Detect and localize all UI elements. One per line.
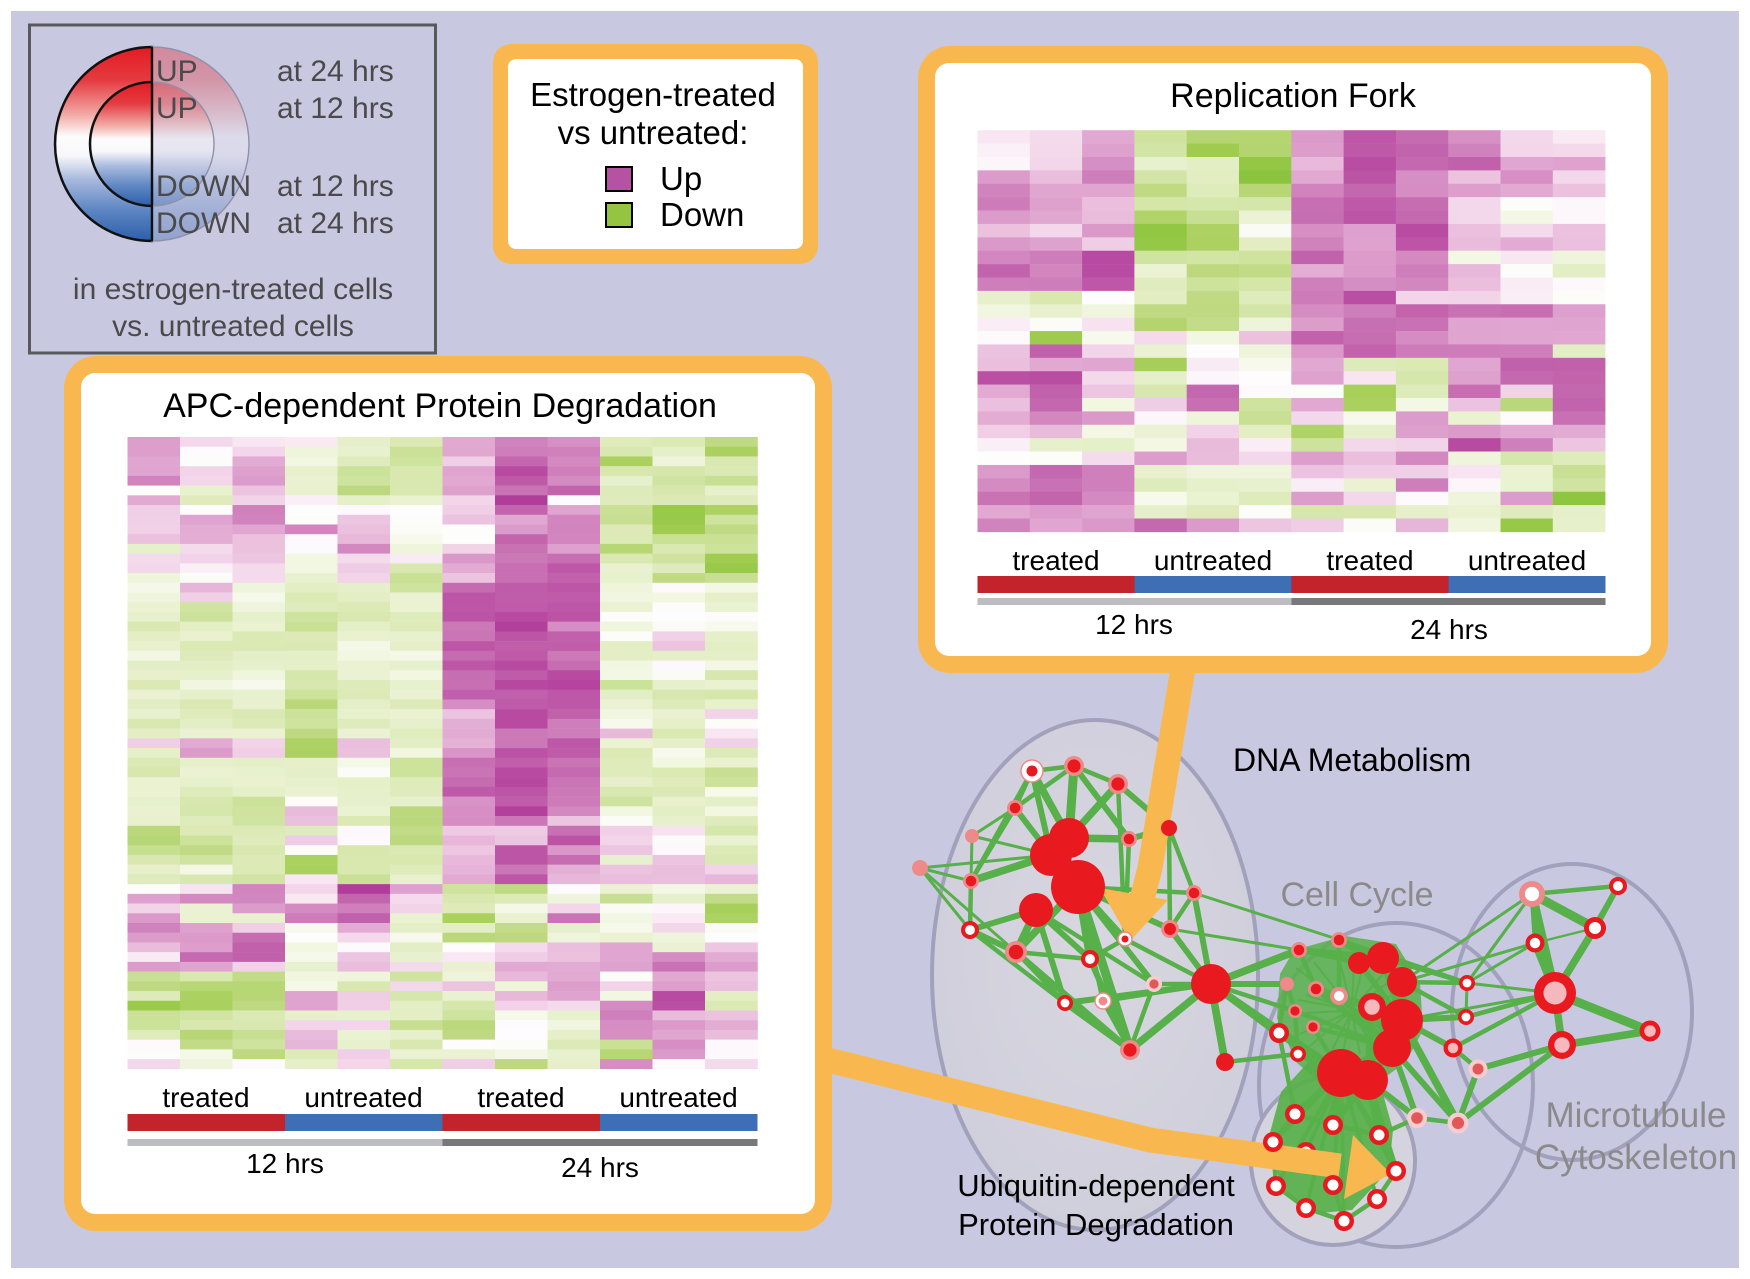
svg-text:Protein Degradation: Protein Degradation	[958, 1207, 1234, 1242]
svg-text:UP: UP	[156, 92, 198, 125]
svg-text:treated: treated	[1326, 545, 1413, 576]
svg-text:Down: Down	[660, 196, 744, 233]
svg-text:Up: Up	[660, 160, 702, 197]
svg-text:Estrogen-treated: Estrogen-treated	[530, 76, 776, 113]
svg-text:at 24 hrs: at 24 hrs	[277, 55, 394, 88]
svg-text:24 hrs: 24 hrs	[1410, 614, 1488, 645]
svg-text:treated: treated	[477, 1082, 564, 1113]
svg-text:Replication Fork: Replication Fork	[1170, 77, 1417, 115]
svg-text:12 hrs: 12 hrs	[246, 1148, 324, 1179]
svg-text:untreated: untreated	[619, 1082, 737, 1113]
svg-text:DNA Metabolism: DNA Metabolism	[1233, 742, 1471, 778]
svg-text:treated: treated	[1012, 545, 1099, 576]
svg-text:24 hrs: 24 hrs	[561, 1152, 639, 1183]
svg-text:at 12 hrs: at 12 hrs	[277, 92, 394, 125]
svg-text:APC-dependent Protein Degradat: APC-dependent Protein Degradation	[163, 387, 717, 425]
svg-text:treated: treated	[162, 1082, 249, 1113]
svg-text:at 12 hrs: at 12 hrs	[277, 170, 394, 203]
svg-text:Ubiquitin-dependent: Ubiquitin-dependent	[957, 1168, 1235, 1203]
svg-text:DOWN: DOWN	[156, 170, 251, 203]
svg-text:at 24 hrs: at 24 hrs	[277, 207, 394, 240]
svg-text:Cytoskeleton: Cytoskeleton	[1535, 1138, 1737, 1177]
svg-text:untreated: untreated	[1154, 545, 1272, 576]
svg-text:Cell Cycle: Cell Cycle	[1280, 876, 1433, 914]
svg-text:in estrogen-treated cells: in estrogen-treated cells	[73, 273, 393, 306]
svg-text:vs. untreated cells: vs. untreated cells	[112, 310, 354, 343]
svg-text:Microtubule: Microtubule	[1546, 1096, 1727, 1135]
svg-text:DOWN: DOWN	[156, 207, 251, 240]
svg-text:vs untreated:: vs untreated:	[558, 114, 749, 151]
svg-text:untreated: untreated	[304, 1082, 422, 1113]
svg-text:untreated: untreated	[1468, 545, 1586, 576]
svg-text:UP: UP	[156, 55, 198, 88]
svg-text:12 hrs: 12 hrs	[1095, 609, 1173, 640]
